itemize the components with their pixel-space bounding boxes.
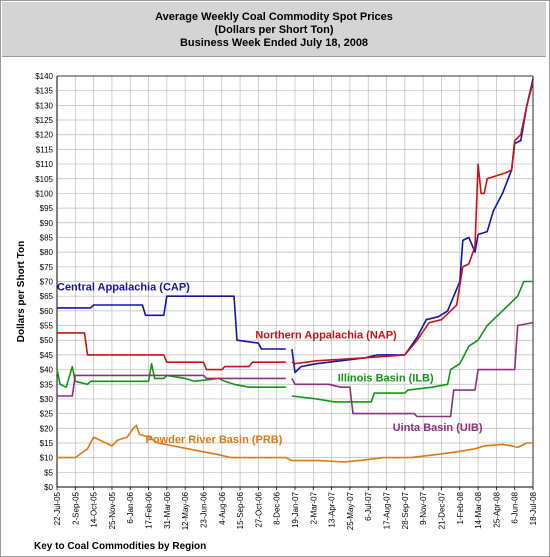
series-line-northern-appalachia-nap <box>57 81 534 371</box>
series-label-northern-appalachia-nap: Northern Appalachia (NAP) <box>255 330 397 342</box>
y-tick-label: $100 <box>35 189 53 198</box>
y-tick-label: $0 <box>44 483 53 492</box>
series-label-illinois-basin-ilb: Illinois Basin (ILB) <box>338 372 434 384</box>
series-line-powder-river-basin-prb <box>57 424 533 463</box>
y-tick-label: $50 <box>40 336 54 345</box>
y-tick-label: $5 <box>44 468 53 477</box>
x-tick-label: 23-Jun-06 <box>199 491 208 528</box>
x-tick-label: 31-Mar-06 <box>163 491 172 528</box>
y-tick-label: $55 <box>40 322 54 331</box>
y-tick-label: $135 <box>35 87 53 96</box>
y-tick-label: $70 <box>40 278 54 287</box>
y-tick-label: $105 <box>35 175 53 184</box>
chart-title-box: Average Weekly Coal Commodity Spot Price… <box>2 2 546 57</box>
x-tick-label: 25-May-07 <box>346 491 355 530</box>
y-tick-label: $90 <box>40 219 54 228</box>
y-tick-label: $30 <box>40 395 54 404</box>
y-tick-label: $20 <box>40 424 54 433</box>
x-tick-label: 2-Mar-07 <box>309 491 318 524</box>
y-tick-label: $120 <box>35 131 53 140</box>
x-tick-label: 28-Sep-07 <box>401 491 410 529</box>
x-tick-label: 19-Jan-07 <box>291 491 300 528</box>
series-line-illinois-basin-ilb <box>56 280 533 403</box>
y-tick-label: $65 <box>40 292 54 301</box>
x-tick-label: 22-Jul-05 <box>53 491 62 525</box>
y-tick-label: $35 <box>40 380 54 389</box>
x-tick-label: 15-Sep-06 <box>236 491 245 529</box>
series-line-uinta-basin-uib <box>57 321 534 418</box>
x-tick-label: 2-Sep-05 <box>71 491 80 524</box>
y-tick-label: $40 <box>40 366 54 375</box>
x-tick-label: 18-Jul-08 <box>529 491 538 525</box>
x-tick-label: 14-Mar-08 <box>474 491 483 528</box>
y-tick-label: $130 <box>35 101 53 110</box>
x-tick-label: 6-Jan-06 <box>126 491 135 523</box>
y-axis-title: Dollars per Short Ton <box>16 241 27 343</box>
x-tick-label: 12-May-06 <box>181 491 190 530</box>
x-tick-label: 9-Nov-07 <box>419 491 428 524</box>
chart-title-line-3: Business Week Ended July 18, 2008 <box>179 37 369 49</box>
y-tick-label: $10 <box>40 454 54 463</box>
x-tick-label: 25-Nov-05 <box>108 491 117 529</box>
x-tick-label: 4-Aug-06 <box>218 491 227 524</box>
x-tick-label: 13-Apr-07 <box>328 491 337 527</box>
y-tick-label: $60 <box>40 307 54 316</box>
x-tick-label: 27-Oct-06 <box>254 491 263 527</box>
series-label-uinta-basin-uib: Uinta Basin (UIB) <box>393 422 483 434</box>
chart-title-line-1: Average Weekly Coal Commodity Spot Price… <box>155 11 393 23</box>
series-label-powder-river-basin-prb: Powder River Basin (PRB) <box>145 434 282 446</box>
chart-footer-note: Key to Coal Commodities by Region <box>34 541 207 552</box>
y-tick-label: $45 <box>40 351 54 360</box>
y-tick-label: $110 <box>36 160 54 169</box>
x-tick-label: 25-Apr-08 <box>492 491 501 527</box>
x-tick-label: 8-Dec-06 <box>273 491 282 524</box>
y-tick-label: $140 <box>35 72 53 81</box>
x-tick-label: 21-Dec-07 <box>437 491 446 529</box>
x-tick-label: 17-Feb-06 <box>145 491 154 528</box>
x-tick-label: 6-Jun-08 <box>511 491 520 523</box>
y-tick-label: $25 <box>40 410 54 419</box>
x-tick-label: 6-Jul-07 <box>364 491 373 520</box>
y-tick-label: $15 <box>40 439 54 448</box>
y-tick-label: $95 <box>40 204 54 213</box>
y-tick-label: $85 <box>40 233 54 242</box>
y-tick-label: $80 <box>40 248 54 257</box>
x-tick-label: 1-Feb-08 <box>456 491 465 524</box>
y-tick-label: $115 <box>36 145 54 154</box>
y-tick-label: $125 <box>35 116 53 125</box>
chart-title-line-2: (Dollars per Short Ton) <box>214 24 334 36</box>
y-tick-label: $75 <box>40 263 54 272</box>
series-label-central-appalachia-cap: Central Appalachia (CAP) <box>57 281 190 293</box>
x-tick-label: 17-Aug-07 <box>383 491 392 529</box>
x-tick-label: 14-Oct-05 <box>90 491 99 527</box>
